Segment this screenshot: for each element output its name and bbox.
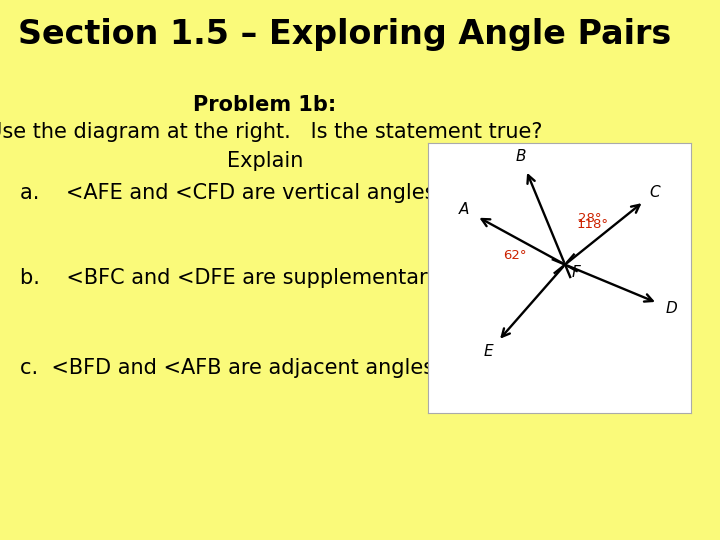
Text: a.    <AFE and <CFD are vertical angles.: a. <AFE and <CFD are vertical angles. <box>20 183 442 203</box>
Text: C: C <box>650 185 660 200</box>
Text: A: A <box>459 202 469 217</box>
Text: Problem 1b:: Problem 1b: <box>194 95 337 115</box>
Text: D: D <box>665 301 677 316</box>
Text: Section 1.5 – Exploring Angle Pairs: Section 1.5 – Exploring Angle Pairs <box>18 18 671 51</box>
Text: b.    <BFC and <DFE are supplementary.: b. <BFC and <DFE are supplementary. <box>20 268 444 288</box>
Text: 118°: 118° <box>577 218 609 231</box>
Text: Use the diagram at the right.   Is the statement true?: Use the diagram at the right. Is the sta… <box>0 122 543 142</box>
Text: E: E <box>484 345 493 360</box>
Text: c.  <BFD and <AFB are adjacent angles.: c. <BFD and <AFB are adjacent angles. <box>20 358 441 378</box>
Text: Explain: Explain <box>227 151 303 171</box>
Text: 62°: 62° <box>503 248 527 262</box>
Text: F: F <box>571 265 580 280</box>
Text: 28°: 28° <box>577 212 601 225</box>
Text: B: B <box>515 149 526 164</box>
